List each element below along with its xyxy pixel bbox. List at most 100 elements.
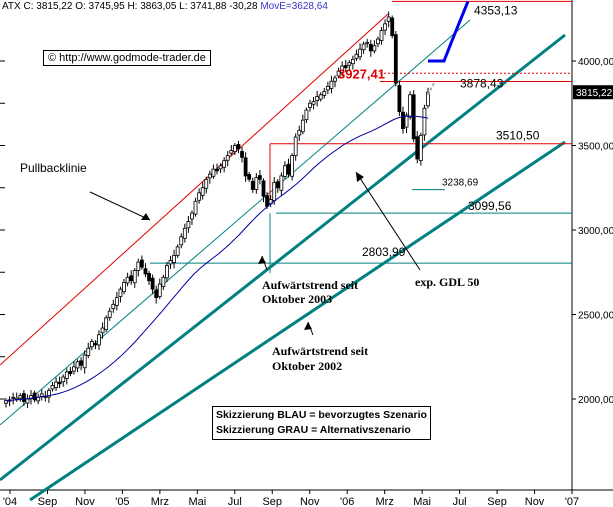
- candle-body: [193, 200, 198, 215]
- candle: [114, 292, 119, 311]
- candle: [186, 215, 191, 233]
- x-tick-label: Mrz: [376, 496, 394, 507]
- candle: [211, 164, 216, 179]
- annotation-trend2003-line2: Oktober 2003: [262, 292, 332, 306]
- candle: [229, 144, 234, 156]
- candle-body: [340, 65, 345, 74]
- candle: [132, 268, 137, 288]
- candles-group: [4, 11, 430, 409]
- candle: [225, 151, 230, 167]
- candle-body: [390, 17, 395, 37]
- candle-body: [118, 288, 123, 297]
- candle-body: [122, 281, 126, 293]
- candle: [308, 99, 312, 112]
- candle-body: [250, 180, 255, 190]
- candle-body: [315, 96, 320, 101]
- candle: [340, 61, 345, 77]
- trend2003-arrowhead: [258, 256, 266, 264]
- candle: [368, 39, 373, 57]
- x-tick-label: '07: [565, 496, 579, 507]
- trendline-oct-2003: [0, 33, 566, 482]
- candle: [390, 15, 395, 39]
- candle: [343, 59, 348, 72]
- candle: [315, 90, 320, 107]
- candle-body: [350, 58, 355, 65]
- candle: [161, 274, 166, 290]
- candle-body: [197, 192, 202, 201]
- candle-body: [422, 107, 427, 136]
- x-tick-label: Nov: [525, 496, 545, 507]
- candle-body: [157, 283, 162, 297]
- annotation-trend2002-line1: Aufwärtstrend seit: [272, 344, 368, 358]
- candle-body: [336, 70, 341, 77]
- candle: [25, 394, 30, 409]
- candle-body: [358, 48, 362, 58]
- level-label-3238: 3238,69: [442, 178, 479, 189]
- candle: [293, 133, 298, 161]
- candle-body: [232, 145, 237, 152]
- candle-body: [190, 212, 194, 220]
- candle-body: [222, 160, 227, 168]
- level-label-3927: 3927,41: [338, 66, 385, 81]
- candle-body: [225, 155, 230, 161]
- candle-body: [426, 91, 430, 107]
- x-tick-label: '04: [3, 496, 17, 507]
- candle-body: [372, 45, 377, 52]
- trendline-oct-2002: [29, 140, 566, 502]
- candle: [397, 80, 402, 116]
- candle: [32, 390, 37, 403]
- candle: [408, 91, 413, 120]
- candle-body: [107, 310, 112, 318]
- candle: [136, 258, 141, 277]
- x-tick-label: Mrz: [151, 496, 169, 507]
- candle-body: [354, 53, 359, 59]
- candle-body: [408, 94, 413, 118]
- candle: [283, 161, 287, 179]
- candle-body: [14, 397, 19, 400]
- candle-body: [236, 144, 241, 150]
- candle-body: [75, 361, 80, 369]
- candle: [329, 75, 334, 94]
- candle: [415, 131, 420, 164]
- candle-body: [175, 246, 180, 256]
- candle: [165, 261, 169, 283]
- candle-body: [207, 173, 212, 179]
- candle: [50, 381, 55, 392]
- candle: [179, 233, 184, 249]
- candle: [193, 197, 198, 217]
- candle-body: [279, 175, 284, 191]
- candle-body: [200, 187, 205, 196]
- candle: [54, 377, 58, 391]
- candle-body: [322, 91, 327, 96]
- candle: [286, 158, 291, 178]
- candle-body: [240, 151, 244, 158]
- candle-body: [376, 38, 380, 45]
- candle: [139, 255, 144, 270]
- candle: [325, 81, 330, 95]
- candle-body: [72, 366, 76, 372]
- candle: [222, 157, 227, 173]
- candle-body: [39, 393, 44, 397]
- candle-body: [361, 43, 366, 51]
- candle-body: [293, 136, 298, 157]
- candle: [175, 244, 180, 258]
- candle-body: [397, 85, 402, 113]
- candle: [14, 392, 19, 402]
- candle-body: [379, 30, 384, 41]
- level-label-3099: 3099,56: [468, 199, 512, 213]
- pullback-arrow: [89, 191, 151, 221]
- x-tick-label: Sep: [38, 496, 58, 507]
- pullback-arrowhead: [141, 213, 150, 220]
- gdl-arrow: [355, 171, 421, 271]
- candle-body: [318, 94, 323, 100]
- candle: [215, 163, 219, 175]
- candle-body: [182, 227, 187, 239]
- candle: [75, 359, 80, 373]
- candle-body: [290, 155, 295, 177]
- candle-body: [86, 347, 91, 356]
- candle-body: [50, 385, 55, 390]
- candle-body: [64, 371, 69, 379]
- candle: [358, 43, 362, 61]
- candle: [143, 263, 148, 278]
